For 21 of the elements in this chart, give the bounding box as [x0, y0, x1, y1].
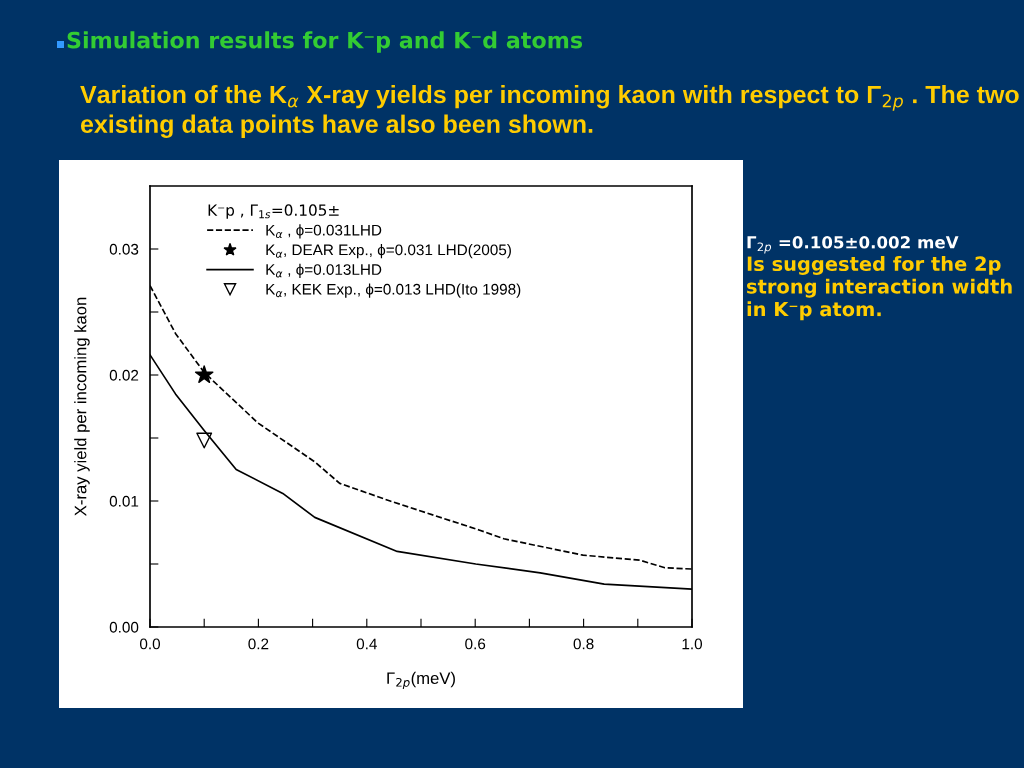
legend-label: K$_{α}$, DEAR Exp., ϕ=0.031 LHD(2005) [266, 244, 511, 259]
x-tick-label: 0.4 [356, 638, 377, 650]
x-tick-label: 0.8 [573, 638, 594, 650]
text: Is suggested for the 2p strong interaction width in K⁻p atom. [747, 256, 1012, 321]
x-axis-title: Γ$_{2p}$(meV) [387, 671, 455, 690]
chart-title: Simulation results for K⁻p and K⁻d atoms [67, 31, 583, 53]
text: Γ$_{2p}$ =0.105±0.002 meV [747, 236, 959, 254]
y-tick-label: 0.00 [109, 621, 139, 633]
legend-label: K$_{α}$ , ϕ=0.013LHD [266, 263, 382, 278]
text: Variation of the K$_{α}$ X-ray yields per incoming kaon with respect to Γ$_{2p}$ . The two existing data points have also been shown. [80, 85, 1019, 139]
y-axis-title: X-ray yield per incoming kaon [74, 297, 90, 516]
y-tick-label: 0.03 [109, 243, 139, 255]
y-tick-label: 0.01 [109, 495, 139, 507]
x-tick-label: 1.0 [682, 638, 703, 650]
legend-label: K$_{α}$, KEK Exp., ϕ=0.013 LHD(Ito 1998) [266, 283, 521, 298]
x-tick-label: 0.2 [248, 638, 269, 650]
legend-title: K⁻p , Γ$_{1s}$=0.105± [208, 204, 339, 219]
legend-label: K$_{α}$ , ϕ=0.031LHD [266, 224, 382, 239]
x-tick-label: 0.6 [465, 638, 486, 650]
x-tick-label: 0.0 [139, 638, 161, 650]
y-tick-label: 0.02 [109, 369, 139, 381]
